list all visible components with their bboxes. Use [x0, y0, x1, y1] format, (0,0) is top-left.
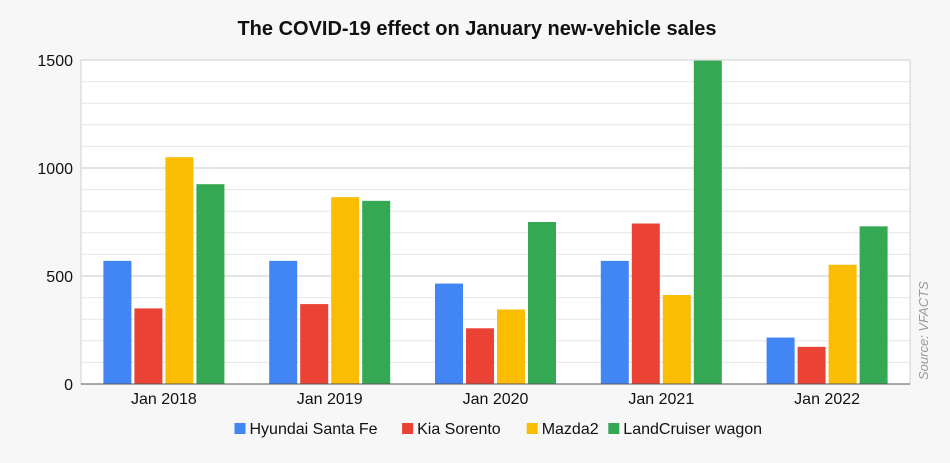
bars: [103, 60, 888, 384]
bar: [435, 283, 463, 384]
legend-swatch: [402, 423, 414, 434]
legend-label: LandCruiser wagon: [623, 421, 762, 438]
legend-swatch: [234, 423, 246, 434]
y-tick-label: 1000: [37, 161, 73, 178]
x-axis-ticks: Jan 2018 Jan 2019 Jan 2020 Jan 2021 Jan 2022: [131, 391, 860, 408]
legend: Hyundai Santa Fe Kia Sorento Mazda2 LandCru…: [234, 421, 762, 438]
bar: [466, 328, 494, 384]
bar: [196, 184, 225, 384]
bar: [300, 304, 329, 384]
source-label: Source: VFACTS: [916, 281, 931, 380]
bar: [662, 295, 691, 384]
bar: [528, 222, 556, 384]
x-tick-label: Jan 2020: [463, 391, 529, 408]
bar: [828, 264, 857, 384]
chart-title: The COVID-19 effect on January new-vehic…: [237, 18, 716, 40]
legend-label: Kia Sorento: [417, 421, 501, 438]
bar: [103, 260, 132, 384]
x-tick-label: Jan 2021: [628, 391, 694, 408]
bar: [331, 197, 360, 384]
x-tick-label: Jan 2022: [794, 391, 860, 408]
bar: [497, 309, 525, 384]
x-tick-label: Jan 2019: [297, 391, 363, 408]
bar: [362, 200, 391, 384]
legend-swatch: [608, 423, 620, 434]
y-axis-ticks: 0 500 1000 1500: [37, 53, 73, 394]
legend-swatch: [526, 423, 538, 434]
legend-label: Hyundai Santa Fe: [250, 421, 378, 438]
y-tick-label: 0: [64, 377, 73, 394]
bar: [631, 223, 660, 384]
bar: [859, 226, 888, 384]
bar: [165, 157, 194, 384]
y-tick-label: 500: [46, 269, 73, 286]
bar: [269, 260, 298, 384]
x-tick-label: Jan 2018: [131, 391, 197, 408]
legend-label: Mazda2: [542, 421, 599, 438]
bar: [134, 308, 163, 384]
y-tick-label: 1500: [37, 53, 73, 70]
bar: [766, 337, 795, 384]
bar: [797, 346, 826, 384]
bar: [600, 260, 629, 384]
bar: [693, 60, 722, 384]
